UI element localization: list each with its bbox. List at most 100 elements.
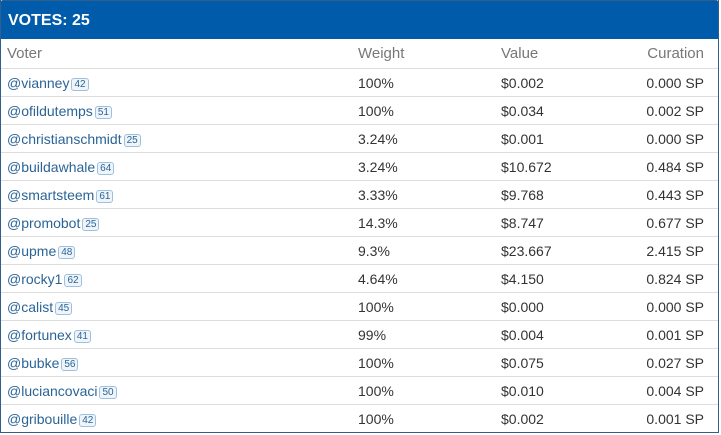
voter-link[interactable]: @upme bbox=[7, 242, 57, 259]
voter-link[interactable]: @bubke bbox=[7, 354, 60, 371]
reputation-badge: 42 bbox=[71, 77, 89, 91]
curation-cell: 0.677 SP bbox=[639, 208, 718, 237]
reputation-badge: 62 bbox=[64, 273, 82, 287]
weight-cell: 100% bbox=[352, 96, 495, 125]
table-row: @buildawhale 64 3.24% $10.672 0.484 SP bbox=[1, 152, 718, 181]
curation-cell: 0.443 SP bbox=[639, 180, 718, 209]
voter-link[interactable]: @gribouille bbox=[7, 410, 78, 427]
table-row: @fortunex 41 99% $0.004 0.001 SP bbox=[1, 320, 718, 349]
table-row: @smartsteem 61 3.33% $9.768 0.443 SP bbox=[1, 180, 718, 209]
voter-cell: @gribouille 42 bbox=[1, 404, 352, 432]
voter-cell: @promobot 25 bbox=[1, 208, 352, 237]
voter-link[interactable]: @calist bbox=[7, 298, 54, 315]
voter-cell: @buildawhale 64 bbox=[1, 152, 352, 181]
curation-cell: 0.001 SP bbox=[639, 404, 718, 432]
table-row: @rocky1 62 4.64% $4.150 0.824 SP bbox=[1, 264, 718, 293]
weight-cell: 4.64% bbox=[352, 264, 495, 293]
value-cell: $8.747 bbox=[495, 208, 639, 237]
votes-table-body: @vianney 42 100% $0.002 0.000 SP @ofildut… bbox=[1, 68, 718, 432]
table-row: @upme 48 9.3% $23.667 2.415 SP bbox=[1, 236, 718, 265]
voter-cell: @christianschmidt 25 bbox=[1, 124, 352, 153]
voter-cell: @upme 48 bbox=[1, 236, 352, 265]
voter-cell: @ofildutemps 51 bbox=[1, 96, 352, 125]
column-header-weight[interactable]: Weight bbox=[352, 39, 495, 69]
reputation-badge: 25 bbox=[123, 133, 141, 147]
value-cell: $23.667 bbox=[495, 236, 639, 265]
voter-cell: @rocky1 62 bbox=[1, 264, 352, 293]
value-cell: $0.002 bbox=[495, 68, 639, 97]
voter-link[interactable]: @luciancovaci bbox=[7, 382, 98, 399]
voter-link[interactable]: @promobot bbox=[7, 214, 81, 231]
table-row: @bubke 56 100% $0.075 0.027 SP bbox=[1, 348, 718, 377]
value-cell: $0.002 bbox=[495, 404, 639, 432]
value-cell: $0.000 bbox=[495, 292, 639, 321]
reputation-badge: 50 bbox=[99, 385, 117, 399]
value-cell: $4.150 bbox=[495, 264, 639, 293]
voter-link[interactable]: @fortunex bbox=[7, 326, 72, 343]
curation-cell: 0.027 SP bbox=[639, 348, 718, 377]
voter-link[interactable]: @ofildutemps bbox=[7, 102, 93, 119]
reputation-badge: 61 bbox=[96, 189, 114, 203]
voter-link[interactable]: @buildawhale bbox=[7, 158, 96, 175]
weight-cell: 99% bbox=[352, 320, 495, 349]
value-cell: $0.004 bbox=[495, 320, 639, 349]
voter-cell: @vianney 42 bbox=[1, 68, 352, 97]
votes-table: Voter Weight Value Curation @vianney 42 1… bbox=[1, 39, 718, 432]
voter-link[interactable]: @rocky1 bbox=[7, 270, 63, 287]
curation-cell: 0.000 SP bbox=[639, 124, 718, 153]
voter-cell: @calist 45 bbox=[1, 292, 352, 321]
table-row: @christianschmidt 25 3.24% $0.001 0.000 S… bbox=[1, 124, 718, 153]
voter-cell: @bubke 56 bbox=[1, 348, 352, 377]
column-header-value[interactable]: Value bbox=[495, 39, 639, 69]
voter-link[interactable]: @vianney bbox=[7, 74, 70, 91]
reputation-badge: 51 bbox=[94, 105, 112, 119]
table-row: @calist 45 100% $0.000 0.000 SP bbox=[1, 292, 718, 321]
column-header-curation[interactable]: Curation bbox=[639, 39, 718, 69]
table-row: @promobot 25 14.3% $8.747 0.677 SP bbox=[1, 208, 718, 237]
reputation-badge: 41 bbox=[73, 329, 91, 343]
curation-cell: 0.000 SP bbox=[639, 68, 718, 97]
value-cell: $0.010 bbox=[495, 376, 639, 405]
votes-table-header-row: Voter Weight Value Curation bbox=[1, 39, 718, 69]
reputation-badge: 42 bbox=[79, 413, 97, 427]
weight-cell: 3.33% bbox=[352, 180, 495, 209]
value-cell: $0.034 bbox=[495, 96, 639, 125]
weight-cell: 100% bbox=[352, 292, 495, 321]
table-row: @vianney 42 100% $0.002 0.000 SP bbox=[1, 68, 718, 97]
weight-cell: 9.3% bbox=[352, 236, 495, 265]
weight-cell: 100% bbox=[352, 376, 495, 405]
column-header-voter[interactable]: Voter bbox=[1, 39, 352, 69]
voter-cell: @fortunex 41 bbox=[1, 320, 352, 349]
voter-cell: @smartsteem 61 bbox=[1, 180, 352, 209]
weight-cell: 100% bbox=[352, 348, 495, 377]
table-row: @gribouille 42 100% $0.002 0.001 SP bbox=[1, 404, 718, 432]
value-cell: $9.768 bbox=[495, 180, 639, 209]
curation-cell: 0.002 SP bbox=[639, 96, 718, 125]
value-cell: $0.075 bbox=[495, 348, 639, 377]
value-cell: $0.001 bbox=[495, 124, 639, 153]
reputation-badge: 48 bbox=[58, 245, 76, 259]
curation-cell: 0.000 SP bbox=[639, 292, 718, 321]
weight-cell: 14.3% bbox=[352, 208, 495, 237]
reputation-badge: 45 bbox=[55, 301, 73, 315]
weight-cell: 3.24% bbox=[352, 152, 495, 181]
curation-cell: 0.824 SP bbox=[639, 264, 718, 293]
voter-cell: @luciancovaci 50 bbox=[1, 376, 352, 405]
reputation-badge: 64 bbox=[97, 161, 115, 175]
reputation-badge: 25 bbox=[82, 217, 100, 231]
votes-header: VOTES: 25 bbox=[1, 0, 718, 39]
table-row: @ofildutemps 51 100% $0.034 0.002 SP bbox=[1, 96, 718, 125]
curation-cell: 0.004 SP bbox=[639, 376, 718, 405]
voter-link[interactable]: @smartsteem bbox=[7, 186, 95, 203]
table-row: @luciancovaci 50 100% $0.010 0.004 SP bbox=[1, 376, 718, 405]
reputation-badge: 56 bbox=[61, 357, 79, 371]
weight-cell: 100% bbox=[352, 68, 495, 97]
voter-link[interactable]: @christianschmidt bbox=[7, 130, 122, 147]
weight-cell: 3.24% bbox=[352, 124, 495, 153]
curation-cell: 2.415 SP bbox=[639, 236, 718, 265]
curation-cell: 0.484 SP bbox=[639, 152, 718, 181]
value-cell: $10.672 bbox=[495, 152, 639, 181]
weight-cell: 100% bbox=[352, 404, 495, 432]
curation-cell: 0.001 SP bbox=[639, 320, 718, 349]
